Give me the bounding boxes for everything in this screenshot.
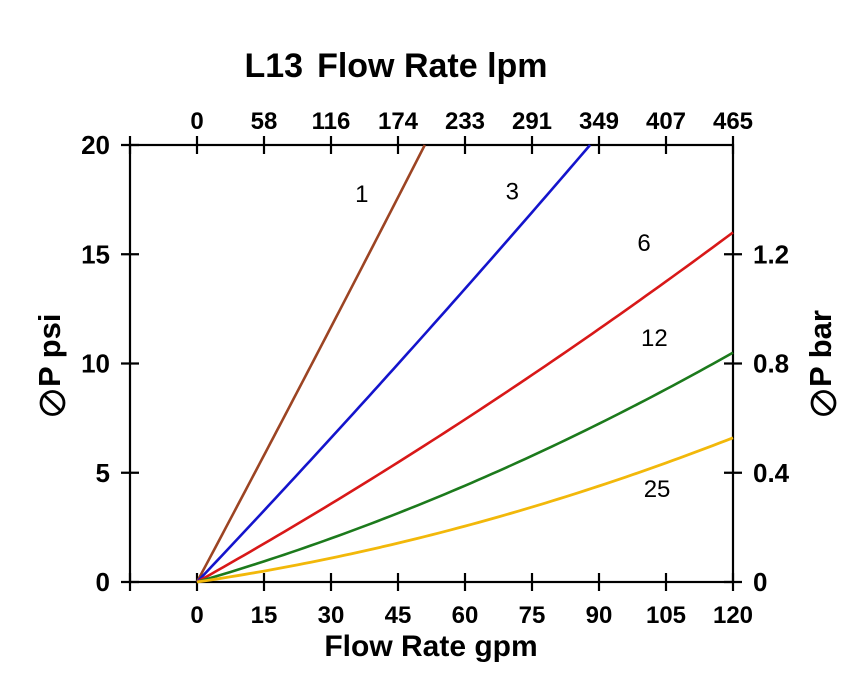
svg-text:0: 0 <box>753 567 767 597</box>
svg-text:407: 407 <box>646 108 686 135</box>
svg-text:3: 3 <box>506 179 519 206</box>
svg-text:6: 6 <box>637 230 650 257</box>
svg-text:Flow Rate gpm: Flow Rate gpm <box>324 630 537 663</box>
svg-text:15: 15 <box>251 602 278 629</box>
svg-text:10: 10 <box>81 349 110 379</box>
svg-text:15: 15 <box>81 239 110 269</box>
svg-text:349: 349 <box>579 108 619 135</box>
svg-text:0: 0 <box>190 108 203 135</box>
svg-text:1.2: 1.2 <box>753 239 789 269</box>
svg-text:174: 174 <box>378 108 419 135</box>
svg-text:0: 0 <box>96 567 110 597</box>
svg-text:12: 12 <box>641 325 668 352</box>
svg-text:465: 465 <box>713 108 753 135</box>
svg-text:5: 5 <box>96 458 110 488</box>
svg-text:0: 0 <box>190 602 203 629</box>
svg-text:45: 45 <box>385 602 412 629</box>
svg-text:30: 30 <box>318 602 345 629</box>
svg-text:P bar: P bar <box>803 310 838 387</box>
svg-text:25: 25 <box>644 476 671 503</box>
svg-text:233: 233 <box>445 108 485 135</box>
svg-text:20: 20 <box>81 130 110 160</box>
svg-text:116: 116 <box>312 108 351 135</box>
svg-text:120: 120 <box>713 602 753 629</box>
svg-text:105: 105 <box>646 602 686 629</box>
svg-text:291: 291 <box>512 108 552 135</box>
svg-text:75: 75 <box>519 602 546 629</box>
svg-text:0.4: 0.4 <box>753 458 790 488</box>
svg-text:0.8: 0.8 <box>753 349 789 379</box>
svg-text:90: 90 <box>586 602 613 629</box>
svg-text:P psi: P psi <box>32 313 67 387</box>
svg-text:58: 58 <box>251 108 278 135</box>
svg-text:1: 1 <box>355 181 368 208</box>
svg-text:60: 60 <box>452 602 479 629</box>
